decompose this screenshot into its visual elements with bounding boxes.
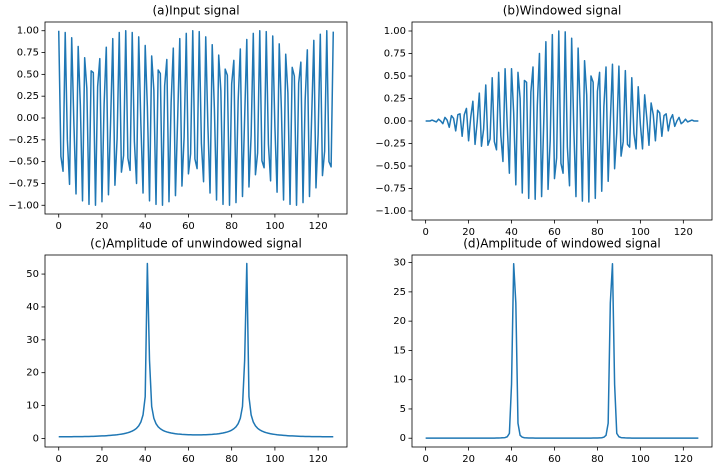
y-tick-label: 0 bbox=[33, 433, 39, 444]
x-tick-label: 40 bbox=[505, 227, 518, 238]
x-tick-label: 20 bbox=[462, 454, 475, 465]
subplot-title: (a)Input signal bbox=[152, 4, 239, 18]
y-tick-label: 0.00 bbox=[384, 116, 406, 127]
y-tick-label: −0.50 bbox=[375, 161, 406, 172]
subplot-title: (c)Amplitude of unwindowed signal bbox=[90, 237, 302, 251]
axes-frame bbox=[44, 21, 348, 215]
y-tick-label: −0.75 bbox=[375, 184, 406, 195]
y-tick-label: 15 bbox=[393, 345, 406, 356]
signal-line bbox=[425, 263, 699, 439]
subplot: (d)Amplitude of windowed signal 0 20 40 60 80… bbox=[393, 237, 713, 465]
y-tick-label: 0.75 bbox=[384, 49, 406, 60]
y-tick-label: 0.50 bbox=[17, 69, 39, 80]
x-tick-label: 0 bbox=[422, 227, 428, 238]
x-tick-label: 120 bbox=[674, 454, 693, 465]
axes-frame bbox=[44, 254, 348, 448]
x-tick-label: 80 bbox=[225, 454, 238, 465]
x-tick-label: 0 bbox=[56, 221, 62, 232]
x-tick-label: 80 bbox=[591, 227, 604, 238]
y-tick-label: 0.50 bbox=[384, 71, 406, 82]
y-tick-label: −0.75 bbox=[8, 178, 39, 189]
x-tick-label: 100 bbox=[265, 454, 284, 465]
y-tick-label: 10 bbox=[393, 375, 406, 386]
axes-frame bbox=[411, 21, 713, 221]
x-tick-label: 40 bbox=[139, 221, 152, 232]
y-tick-label: 30 bbox=[393, 258, 406, 269]
y-tick-label: 0 bbox=[400, 433, 406, 444]
x-tick-label: 120 bbox=[674, 227, 693, 238]
signal-line bbox=[425, 30, 699, 203]
x-tick-label: 20 bbox=[96, 221, 109, 232]
signal-line bbox=[58, 262, 334, 438]
subplot-title: (b)Windowed signal bbox=[503, 4, 622, 18]
y-tick-label: −1.00 bbox=[375, 206, 406, 217]
x-tick-label: 100 bbox=[631, 454, 650, 465]
x-tick-label: 100 bbox=[265, 221, 284, 232]
y-tick-label: 0.25 bbox=[17, 91, 39, 102]
y-tick-label: 1.00 bbox=[17, 26, 39, 37]
y-tick-label: 0.00 bbox=[17, 113, 39, 124]
x-tick-label: 80 bbox=[225, 221, 238, 232]
signal-line bbox=[57, 29, 335, 207]
y-tick-label: 0.75 bbox=[17, 48, 39, 59]
y-tick-label: −0.25 bbox=[8, 135, 39, 146]
y-tick-label: 10 bbox=[26, 401, 39, 412]
x-tick-label: 0 bbox=[56, 454, 62, 465]
x-tick-label: 20 bbox=[462, 227, 475, 238]
y-tick-label: 20 bbox=[26, 368, 39, 379]
subplot-title: (d)Amplitude of windowed signal bbox=[463, 237, 661, 251]
x-tick-label: 60 bbox=[548, 454, 561, 465]
x-tick-label: 60 bbox=[182, 221, 195, 232]
y-tick-label: −0.25 bbox=[375, 139, 406, 150]
x-tick-label: 20 bbox=[96, 454, 109, 465]
x-tick-label: 120 bbox=[309, 221, 328, 232]
x-tick-label: 100 bbox=[631, 227, 650, 238]
subplot: (a)Input signal 0 20 40 60 80 100 120 −1.00 −0.75… bbox=[8, 4, 348, 232]
x-tick-label: 40 bbox=[505, 454, 518, 465]
subplot: (c)Amplitude of unwindowed signal 0 20 40 60… bbox=[26, 237, 348, 465]
x-tick-label: 40 bbox=[139, 454, 152, 465]
y-tick-label: 40 bbox=[26, 302, 39, 313]
x-tick-label: 80 bbox=[591, 454, 604, 465]
y-tick-label: 1.00 bbox=[384, 26, 406, 37]
x-tick-label: 60 bbox=[548, 227, 561, 238]
y-tick-label: 30 bbox=[26, 335, 39, 346]
y-tick-label: 50 bbox=[26, 269, 39, 280]
y-tick-label: −0.50 bbox=[8, 157, 39, 168]
y-tick-label: 5 bbox=[400, 404, 406, 415]
y-tick-label: 25 bbox=[393, 287, 406, 298]
x-tick-label: 60 bbox=[182, 454, 195, 465]
y-tick-label: −1.00 bbox=[8, 200, 39, 211]
x-tick-label: 120 bbox=[309, 454, 328, 465]
subplot: (b)Windowed signal 0 20 40 60 80 100 120 −1.00 −0… bbox=[375, 4, 713, 238]
x-tick-label: 0 bbox=[422, 454, 428, 465]
axes-frame bbox=[411, 254, 713, 448]
y-tick-label: 0.25 bbox=[384, 94, 406, 105]
y-tick-label: 20 bbox=[393, 316, 406, 327]
